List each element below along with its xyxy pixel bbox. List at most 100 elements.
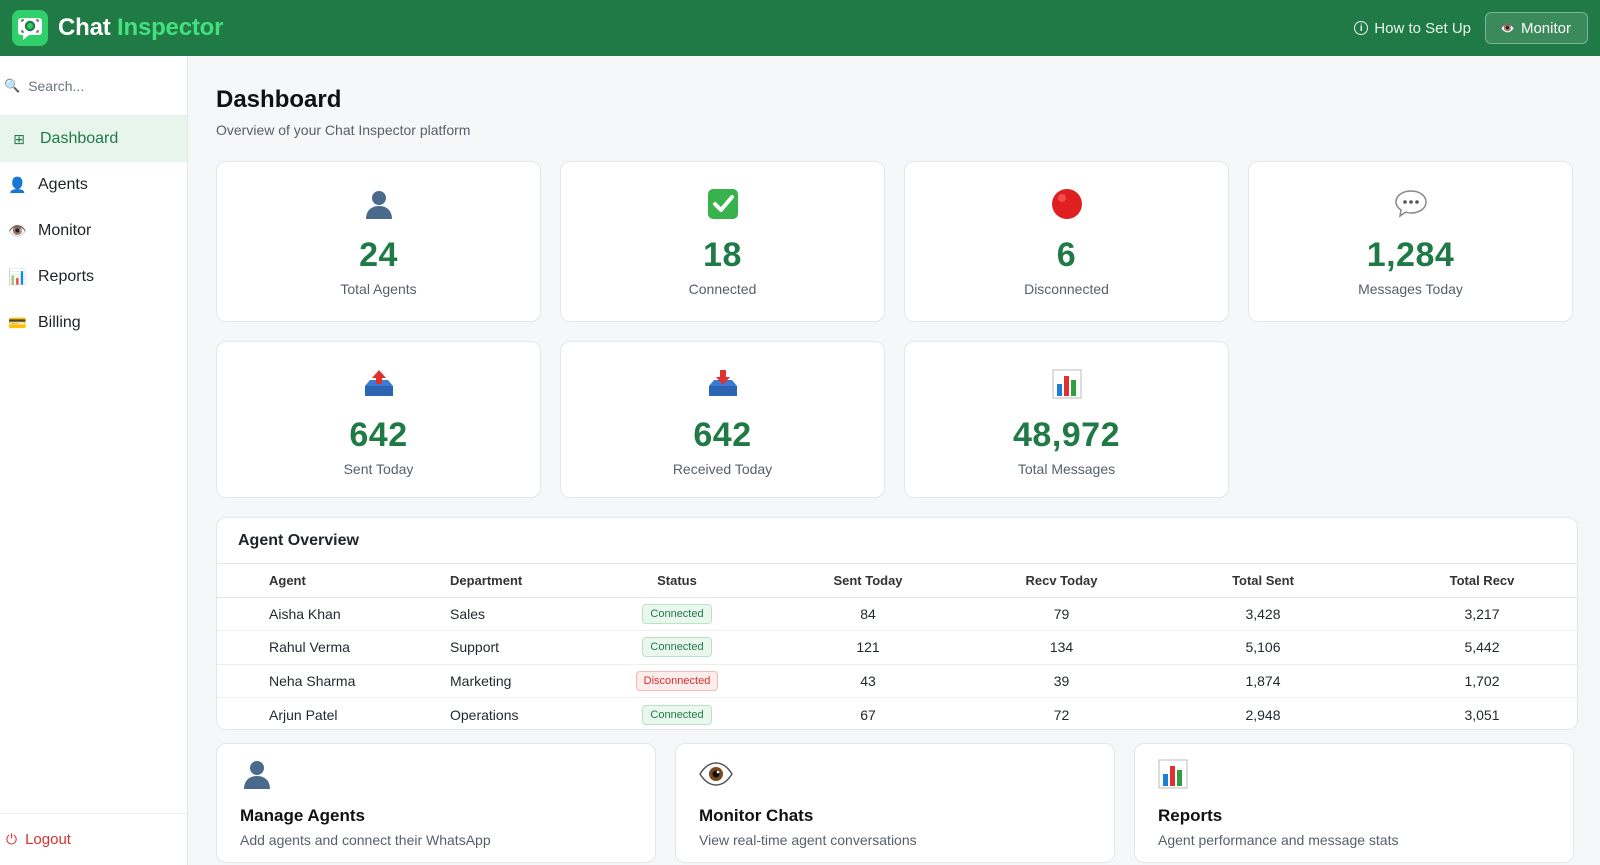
column-header[interactable]: Total Sent [1139,564,1387,598]
table-row[interactable]: Neha Sharma Marketing Disconnected 43 39… [217,664,1577,698]
column-header[interactable]: Agent [217,564,450,598]
table-header-row: Agent Department Status Sent Today Recv … [217,564,1577,598]
table-row[interactable]: Rahul Verma Support Connected 121 134 5,… [217,630,1577,665]
brand[interactable]: Chat Inspector [12,10,223,46]
recv-today-value: 79 [984,597,1139,631]
sidebar-item-agents[interactable]: 👤 Agents [0,162,187,208]
search-icon: 🔍 [4,77,21,93]
page-title: Dashboard [216,86,342,113]
sidebar-item-reports[interactable]: 📊 Reports [0,254,187,300]
total-recv-value: 5,442 [1387,630,1577,665]
chat-inspector-logo-icon [12,10,48,46]
total-sent-value: 3,428 [1139,597,1387,631]
sidebar-item-label: Billing [38,314,81,331]
sent-today-value: 43 [752,664,984,698]
column-header[interactable]: Sent Today [752,564,984,598]
column-header[interactable]: Department [450,564,602,598]
stat-label: Messages Today [1358,281,1463,297]
quick-link-subtitle: Agent performance and message stats [1158,832,1399,848]
agent-overview-title: Agent Overview [217,518,1577,564]
monitor-button[interactable]: 👁️ Monitor [1485,12,1588,44]
sent-today-value: 67 [860,706,876,723]
stat-card-messages-today: 1,284 Messages Today [1248,161,1573,322]
sidebar-item-label: Reports [38,268,95,285]
sidebar-item-label: Agents [38,176,88,193]
sidebar: 🔍 ⊞ Dashboard 👤 Agents 👁️ Monitor 📊 Repo… [0,56,188,865]
quick-link-subtitle: Add agents and connect their WhatsApp [240,832,491,848]
bar-chart-icon [1158,758,1573,790]
quick-link-title: Monitor Chats [699,806,814,825]
stat-label: Connected [688,281,757,297]
person-icon [217,186,540,222]
stat-value: 48,972 [1013,416,1120,454]
agent-department: Sales [450,597,602,631]
quick-link-title: Manage Agents [240,806,366,825]
stat-label: Received Today [672,461,773,477]
recv-today-value: 39 [984,664,1139,698]
sidebar-item-dashboard[interactable]: ⊞ Dashboard [0,116,187,162]
table-row[interactable]: Arjun Patel Operations Connected 67 72 2… [217,698,1577,730]
sidebar-nav: ⊞ Dashboard 👤 Agents 👁️ Monitor 📊 Report… [0,116,187,346]
sent-today-value: 84 [752,597,984,631]
agent-name: Rahul Verma [217,630,450,665]
eye-icon: 👁️ [8,223,27,240]
column-header[interactable]: Total Recv [1387,564,1577,598]
main-content: Dashboard Overview of your Chat Inspecto… [216,56,1578,138]
sidebar-item-monitor[interactable]: 👁️ Monitor [0,208,187,254]
stat-card-disconnected: 6 Disconnected [904,161,1229,322]
bar-chart-icon [905,366,1228,402]
reports-card[interactable]: Reports Agent performance and message st… [1134,743,1574,863]
quick-link-subtitle: View real-time agent conversations [699,832,917,848]
stat-value: 1,284 [1366,236,1455,274]
how-to-set-up-link[interactable]: i How to Set Up [1354,20,1471,37]
page-subtitle: Overview of your Chat Inspector platform [216,122,471,138]
monitor-button-label: Monitor [1520,19,1571,37]
power-icon: ⏻ [6,831,18,847]
check-icon [561,186,884,222]
recv-today-value: 134 [984,630,1139,665]
credit-card-icon: 💳 [8,315,27,332]
stat-label: Disconnected [1024,281,1109,297]
sidebar-item-label: Dashboard [40,130,119,147]
logout-button[interactable]: ⏻ Logout [0,813,187,865]
column-header[interactable]: Status [602,564,752,598]
stat-value: 24 [359,236,398,274]
agent-overview-card: Agent Overview Agent Department Status S… [216,517,1578,730]
app-title-part2: Inspector [117,14,224,41]
search-input[interactable] [28,77,179,94]
eye-icon [699,758,1114,790]
stat-label: Total Agents [340,281,417,297]
how-to-set-up-label: How to Set Up [1374,19,1472,37]
stat-card-received-today: 642 Received Today [560,341,885,498]
column-header[interactable]: Recv Today [984,564,1139,598]
agent-name: Aisha Khan [217,597,450,631]
sent-today-value: 121 [752,630,984,665]
agent-department: Operations [450,706,519,723]
agent-name: Neha Sharma [217,664,450,698]
stat-value: 642 [349,416,408,454]
speech-bubble-icon [1249,186,1572,222]
status-badge: Connected [642,637,712,658]
recv-today-value: 72 [1053,706,1070,723]
logout-label: Logout [25,831,71,848]
sidebar-item-billing[interactable]: 💳 Billing [0,300,187,346]
eye-icon: 👁️ [1500,21,1515,35]
app-title: Chat Inspector [58,14,223,42]
stat-label: Sent Today [343,461,414,477]
stat-value: 642 [693,416,752,454]
agent-overview-table: Agent Department Status Sent Today Recv … [217,564,1577,730]
stat-value: 18 [703,236,742,274]
grid-icon: ⊞ [13,130,25,147]
red-circle-icon [905,186,1228,222]
stat-card-sent-today: 642 Sent Today [216,341,541,498]
manage-agents-card[interactable]: Manage Agents Add agents and connect the… [216,743,656,863]
total-sent-value: 2,948 [1245,706,1281,723]
inbox-icon [561,366,884,402]
app-title-part1: Chat [58,14,111,41]
stat-card-connected: 18 Connected [560,161,885,322]
quick-link-title: Reports [1158,806,1223,825]
person-icon [240,758,655,790]
total-sent-value: 5,106 [1139,630,1387,665]
monitor-chats-card[interactable]: Monitor Chats View real-time agent conve… [675,743,1115,863]
table-row[interactable]: Aisha Khan Sales Connected 84 79 3,428 3… [217,597,1577,631]
